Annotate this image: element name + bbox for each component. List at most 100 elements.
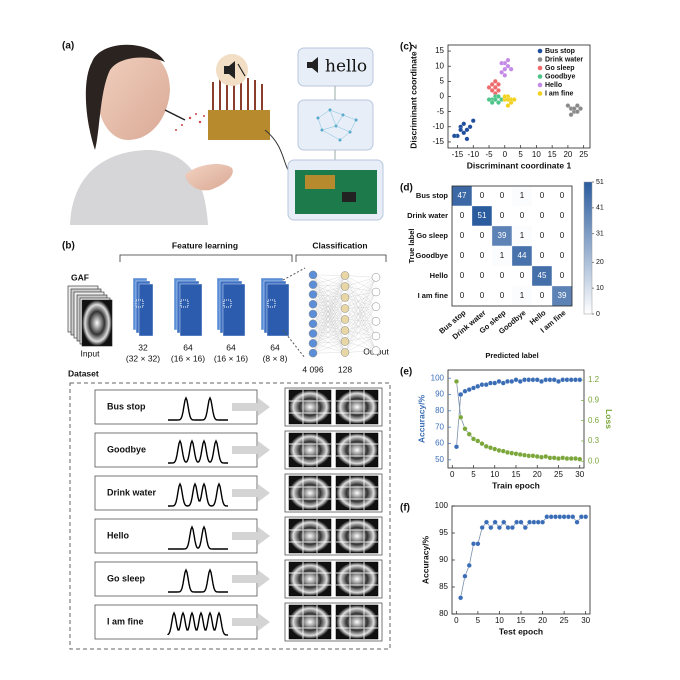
cell-label: 0 <box>480 271 485 280</box>
scatter-point <box>493 85 498 90</box>
y-tick-label: 80 <box>439 609 448 618</box>
x-tick-label: 5 <box>471 470 476 479</box>
data-point <box>470 436 477 442</box>
dense-link <box>344 306 377 331</box>
data-point <box>466 431 472 437</box>
panel-a: (a) hello <box>62 41 384 225</box>
dense-link <box>344 321 377 353</box>
cell-label: 0 <box>480 191 485 200</box>
data-point <box>475 438 481 444</box>
dense-link <box>312 286 346 334</box>
y-tick-label: 100 <box>435 501 449 510</box>
gaf-lines <box>336 476 378 510</box>
y-tick-label: 15 <box>435 46 444 55</box>
dense-link <box>312 297 346 324</box>
dense-link <box>312 274 346 309</box>
chip <box>305 175 335 189</box>
y-tick-label: 70 <box>435 422 444 431</box>
layer-channels: 32 <box>138 342 148 352</box>
scatter-point <box>496 88 501 93</box>
scatter-point <box>461 130 467 136</box>
scatter-point <box>499 60 504 66</box>
dense-link <box>312 352 346 354</box>
gaf-lines <box>289 605 331 639</box>
dense-link <box>344 341 377 351</box>
dense-link <box>312 275 346 344</box>
cell-label: 51 <box>478 211 487 220</box>
cell-label: 0 <box>500 271 505 280</box>
dense-link <box>312 284 346 298</box>
dense-link <box>312 275 346 324</box>
scatter-point <box>508 66 514 72</box>
data-point <box>492 519 498 525</box>
scatter-point <box>511 97 517 102</box>
kernel <box>223 299 232 308</box>
y-tick-label: -15 <box>432 137 444 146</box>
dense-link <box>312 341 346 354</box>
scatter-point <box>575 103 580 108</box>
scatter-point <box>452 133 457 139</box>
dense-link <box>344 277 377 298</box>
arrow <box>232 398 270 416</box>
waveform <box>168 439 228 464</box>
dense-link <box>312 294 346 331</box>
dense-node <box>308 299 318 309</box>
kernel <box>267 299 276 308</box>
scatter-point <box>496 94 501 99</box>
dense-link <box>312 275 346 315</box>
x-tick-label: 10 <box>495 616 504 625</box>
data-point <box>561 514 567 520</box>
gaf-image <box>288 432 332 468</box>
data-point <box>578 514 584 520</box>
dense-label: 4 096 <box>302 364 324 374</box>
chip <box>342 192 356 202</box>
dense-link <box>344 275 377 307</box>
cell-label: 0 <box>480 291 485 300</box>
dense-link <box>312 333 346 342</box>
gaf-lines <box>336 390 378 424</box>
data-point <box>475 541 481 547</box>
y-axis-label: Accuracy/% <box>420 535 430 584</box>
dense-link <box>312 286 346 354</box>
scatter-point <box>575 109 580 114</box>
network-links <box>317 109 357 141</box>
gaf-lines <box>336 562 378 596</box>
layer-size: (8 × 8) <box>263 353 288 363</box>
dense-link <box>312 308 346 344</box>
scatter-point <box>571 106 577 111</box>
data-point <box>453 444 460 450</box>
cell-label: 0 <box>560 251 565 260</box>
x-tick-label: -5 <box>485 150 493 159</box>
dataset-row <box>94 561 258 597</box>
dense-link <box>312 297 346 354</box>
dense-link <box>344 277 377 331</box>
scatter-point <box>489 82 495 87</box>
x-tick-label: 0 <box>454 616 459 625</box>
dense-link <box>312 284 346 342</box>
cell-label: 45 <box>538 271 547 280</box>
x-tick-label: 15 <box>548 150 557 159</box>
dataset-label: Go sleep <box>107 573 146 583</box>
data-point <box>572 455 579 462</box>
legend-marker <box>537 48 543 54</box>
dense-link <box>344 291 377 309</box>
data-point <box>577 456 583 462</box>
conv-block <box>179 283 203 337</box>
data-point <box>560 455 566 461</box>
dense-node <box>308 270 318 280</box>
data-point <box>466 562 472 569</box>
face <box>95 46 170 140</box>
cell-label: 0 <box>480 251 485 260</box>
y-tick-label: 1.2 <box>588 375 600 384</box>
data-point <box>458 595 464 601</box>
data-point <box>583 514 589 520</box>
x-axis-label: Test epoch <box>499 626 543 636</box>
scatter-point <box>493 79 498 84</box>
cell-label: 0 <box>460 251 465 260</box>
data-point <box>565 514 572 520</box>
gaf-lines <box>336 519 378 553</box>
x-axis-label: Predicted label <box>485 351 538 360</box>
series-line <box>456 381 580 460</box>
y-tick-label: 100 <box>431 373 445 382</box>
mute-icon <box>224 61 235 79</box>
